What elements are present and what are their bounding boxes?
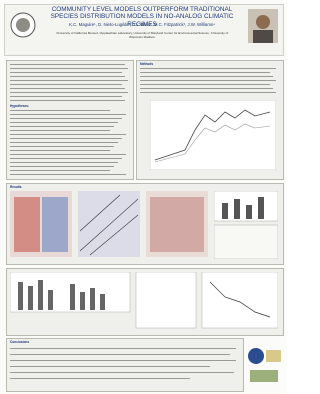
results-side-figure: [214, 191, 278, 259]
conclusions-panel: [6, 338, 244, 392]
text-line: [10, 158, 122, 159]
bar-figures: [10, 272, 278, 330]
text-line: [140, 76, 273, 77]
text-line: [10, 114, 126, 115]
text-line: [10, 96, 122, 97]
text-line: [10, 126, 114, 127]
text-line: [140, 80, 276, 81]
text-line: [10, 100, 125, 101]
section-heading: Hypotheses:: [10, 104, 29, 108]
text-line: [10, 76, 125, 77]
text-line: [10, 84, 122, 85]
text-line: [140, 92, 276, 93]
text-line: [10, 110, 110, 111]
text-line: [10, 134, 126, 135]
text-line: [140, 84, 270, 85]
text-line: [10, 68, 128, 69]
results-maps: [10, 191, 210, 259]
text-line: [140, 88, 273, 89]
text-line: [10, 162, 118, 163]
text-line: [10, 130, 110, 131]
text-line: [10, 146, 114, 147]
text-line: [10, 174, 126, 175]
logos: [246, 344, 282, 388]
section-heading: Methods: [140, 62, 153, 66]
text-line: [10, 64, 125, 65]
text-line: [10, 72, 122, 73]
section-heading: Conclusions: [10, 340, 29, 344]
text-line: [10, 88, 125, 89]
author-photo: [248, 9, 278, 43]
section-heading: Results: [10, 185, 22, 189]
methods-figure: [150, 100, 276, 170]
poster: COMMUNITY LEVEL MODELS OUTPERFORM TRADIT…: [0, 0, 287, 394]
text-line: [10, 166, 114, 167]
text-line: [10, 118, 122, 119]
university-seal: [10, 10, 36, 40]
text-line: [10, 80, 128, 81]
authors: K.C. Maguire¹, D. Nieto-Lugilde¹, J.L. B…: [38, 22, 246, 27]
text-line: [10, 92, 128, 93]
text-line: [10, 170, 110, 171]
text-line: [10, 138, 122, 139]
text-line: [140, 68, 276, 69]
affiliations: ¹University of California Merced, ²Appal…: [50, 32, 234, 39]
text-line: [10, 142, 118, 143]
text-line: [10, 122, 118, 123]
text-line: [10, 150, 110, 151]
text-line: [140, 72, 270, 73]
text-line: [10, 154, 126, 155]
